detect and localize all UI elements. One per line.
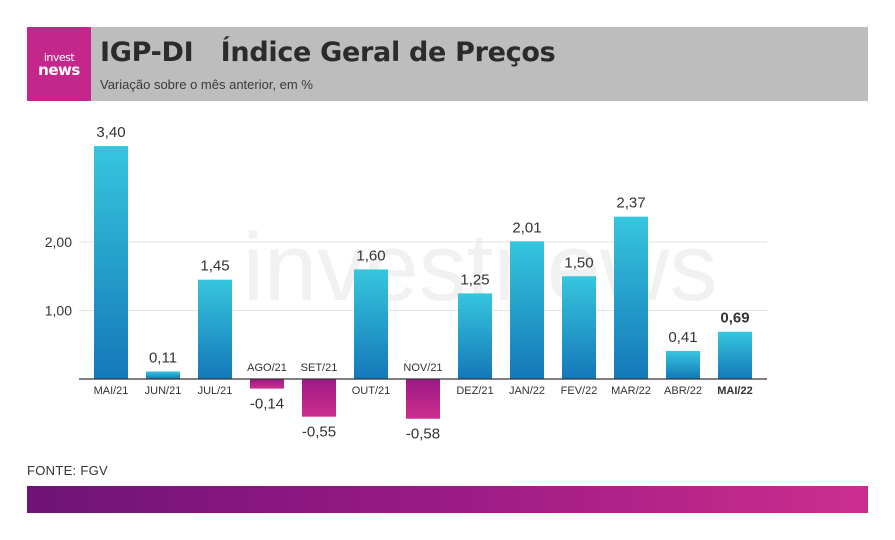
category-label: DEZ/21 <box>456 385 493 397</box>
chart-subtitle: Variação sobre o mês anterior, em % <box>100 77 313 92</box>
bar <box>94 146 128 379</box>
bar <box>198 279 232 379</box>
value-label: 2,37 <box>616 195 645 212</box>
value-label: 1,45 <box>200 258 229 275</box>
value-label: 1,25 <box>460 271 489 288</box>
value-label: 1,50 <box>564 254 593 271</box>
category-label: MAR/22 <box>611 385 651 397</box>
value-label: -0,14 <box>250 396 284 413</box>
labels-group: 1,00 2,00 3,40 MAI/21 0,11 JUN/21 1,45 JUL/21 -0… <box>45 124 753 443</box>
footer-gradient-bar <box>27 486 868 513</box>
chart-title: IGP-DI Índice Geral de Preços <box>100 37 556 68</box>
category-label: AGO/21 <box>247 362 287 374</box>
value-label: 0,69 <box>720 310 749 327</box>
bar <box>666 350 700 379</box>
category-label: MAI/21 <box>94 385 129 397</box>
investnews-logo: invest news <box>27 27 91 101</box>
bar <box>614 216 648 379</box>
category-label: MAI/22 <box>717 385 752 397</box>
category-label: FEV/22 <box>561 385 598 397</box>
bar <box>510 241 544 379</box>
y-tick-label: 2,00 <box>45 234 72 250</box>
value-label: 0,41 <box>668 329 697 346</box>
category-label: NOV/21 <box>403 362 442 374</box>
logo-line-news: news <box>38 60 80 79</box>
category-label: ABR/22 <box>664 385 702 397</box>
value-label: 0,11 <box>149 349 177 366</box>
gridlines <box>79 241 767 311</box>
value-label: -0,58 <box>406 426 440 443</box>
category-label: JUL/21 <box>198 385 233 397</box>
category-label: JUN/21 <box>145 385 182 397</box>
chart-header: invest news IGP-DI Índice Geral de Preço… <box>27 27 868 101</box>
bar <box>406 379 440 419</box>
bar <box>354 269 388 379</box>
category-label: SET/21 <box>301 362 338 374</box>
bar <box>562 276 596 379</box>
bar <box>302 379 336 417</box>
category-label: OUT/21 <box>352 385 391 397</box>
bars-group <box>79 146 767 419</box>
value-label: -0,55 <box>302 424 336 441</box>
value-label: 3,40 <box>96 124 125 141</box>
value-label: 2,01 <box>512 219 541 236</box>
category-label: JAN/22 <box>509 385 545 397</box>
bar <box>146 371 180 379</box>
logo-line-invest: invest <box>43 50 75 64</box>
bar <box>718 331 752 379</box>
y-tick-label: 1,00 <box>45 303 72 319</box>
bar <box>458 293 492 379</box>
value-label: 1,60 <box>356 247 385 264</box>
bar <box>250 379 284 389</box>
source-note: FONTE: FGV <box>27 463 108 478</box>
